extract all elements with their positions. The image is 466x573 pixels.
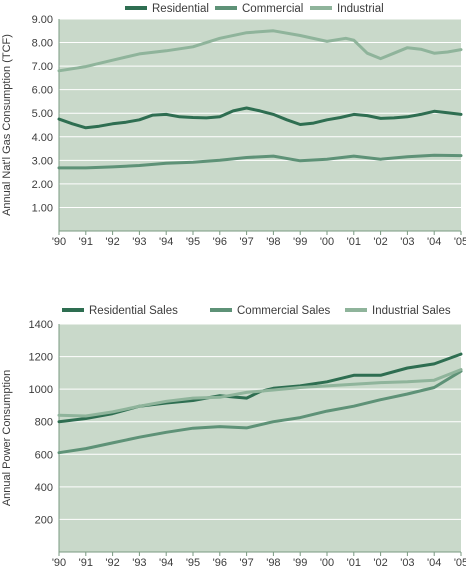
y-axis-label: Annual Nat'l Gas Consumption (TCF) bbox=[1, 34, 13, 216]
x-tick-label: '00 bbox=[320, 557, 334, 569]
x-tick-label: '04 bbox=[427, 557, 441, 569]
x-tick-label: '00 bbox=[320, 236, 334, 248]
x-tick-label: '05 bbox=[454, 557, 466, 569]
x-tick-label: '90 bbox=[52, 236, 66, 248]
x-tick-label: '91 bbox=[79, 236, 93, 248]
y-tick-label: 3.00 bbox=[32, 155, 53, 167]
x-tick-label: '04 bbox=[427, 236, 441, 248]
y-tick-label: 6.00 bbox=[32, 85, 53, 97]
x-tick-label: '01 bbox=[347, 557, 361, 569]
y-tick-label: 2.00 bbox=[32, 179, 53, 191]
x-tick-label: '99 bbox=[293, 557, 307, 569]
legend-label: Industrial bbox=[337, 3, 384, 15]
x-tick-label: '02 bbox=[373, 236, 387, 248]
x-tick-label: '02 bbox=[373, 557, 387, 569]
x-tick-label: '98 bbox=[266, 557, 280, 569]
y-tick-label: 600 bbox=[35, 449, 53, 461]
legend-label: Industrial Sales bbox=[372, 305, 451, 317]
x-tick-label: '97 bbox=[239, 557, 253, 569]
series-line-commercial bbox=[57, 153, 463, 170]
x-tick-label: '96 bbox=[213, 557, 227, 569]
x-tick-label: '05 bbox=[454, 236, 466, 248]
y-tick-label: 9.00 bbox=[32, 14, 53, 26]
power-consumption-chart: 200 400 600 800 1000 1200 1400 '90 '91 '92 '93 '94 '… bbox=[1, 305, 466, 569]
x-tick-label: '94 bbox=[159, 236, 173, 248]
x-tick-label: '99 bbox=[293, 236, 307, 248]
x-tick-label: '93 bbox=[132, 557, 146, 569]
series-line-commercial-sales bbox=[57, 369, 463, 455]
x-tick-label: '93 bbox=[132, 236, 146, 248]
y-tick-label: 1200 bbox=[29, 352, 53, 364]
x-tick-label: '94 bbox=[159, 557, 173, 569]
y-tick-label: 200 bbox=[35, 514, 53, 526]
legend-label: Residential bbox=[152, 3, 209, 15]
y-axis-label: Annual Power Consumption bbox=[1, 370, 13, 506]
y-tick-label: 7.00 bbox=[32, 61, 53, 73]
gas-consumption-chart: 1.00 2.00 3.00 4.00 5.00 6.00 7.00 8.00 9.00 '90 '… bbox=[1, 3, 466, 248]
x-tick-label: '91 bbox=[79, 557, 93, 569]
x-tick-label: '90 bbox=[52, 557, 66, 569]
x-tick-label: '95 bbox=[186, 557, 200, 569]
series-line-industrial-sales bbox=[57, 368, 463, 418]
x-tick-label: '98 bbox=[266, 236, 280, 248]
y-tick-label: 8.00 bbox=[32, 38, 53, 50]
y-tick-label: 5.00 bbox=[32, 108, 53, 120]
x-tick-label: '03 bbox=[400, 557, 414, 569]
x-tick-label: '97 bbox=[239, 236, 253, 248]
legend-label: Residential Sales bbox=[89, 305, 178, 317]
series-line-industrial bbox=[57, 29, 463, 73]
x-tick-label: '92 bbox=[105, 557, 119, 569]
x-tick-label: '95 bbox=[186, 236, 200, 248]
x-tick-label: '96 bbox=[213, 236, 227, 248]
x-tick-label: '03 bbox=[400, 236, 414, 248]
x-tick-label: '92 bbox=[105, 236, 119, 248]
y-tick-label: 4.00 bbox=[32, 132, 53, 144]
y-tick-label: 1400 bbox=[29, 319, 53, 331]
legend-label: Commercial Sales bbox=[237, 305, 331, 317]
plot-area bbox=[59, 324, 461, 552]
legend-label: Commercial bbox=[242, 3, 303, 15]
series-line-residential bbox=[57, 106, 463, 130]
y-tick-label: 1.00 bbox=[32, 202, 53, 214]
y-tick-label: 800 bbox=[35, 417, 53, 429]
y-tick-label: 400 bbox=[35, 482, 53, 494]
x-tick-label: '01 bbox=[347, 236, 361, 248]
y-tick-label: 1000 bbox=[29, 384, 53, 396]
